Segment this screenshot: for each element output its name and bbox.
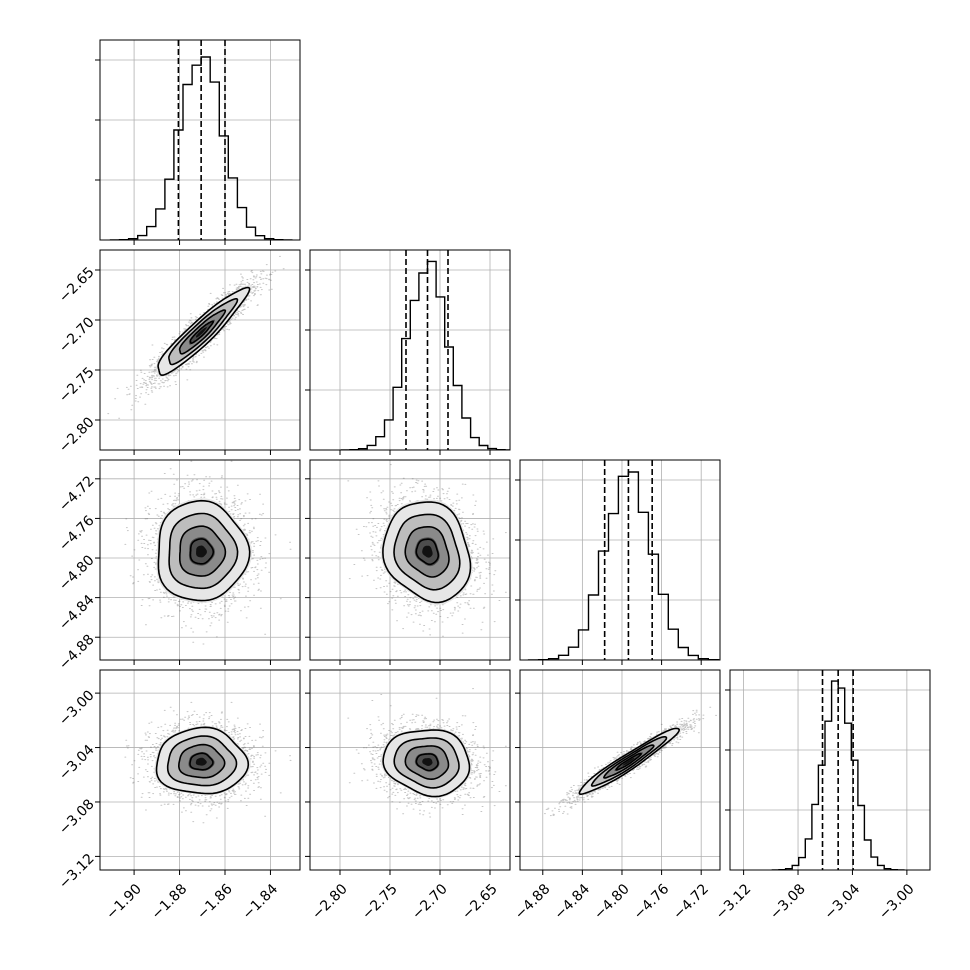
panel-frame — [309, 459, 511, 661]
y-tick-label: −3.08 — [56, 796, 98, 838]
x-tick-label: −2.65 — [459, 881, 501, 923]
contour-line — [382, 501, 472, 604]
histogram-1 — [340, 260, 510, 450]
scatter-panel-3-2 — [519, 669, 721, 871]
scatter-panel-1-0 — [99, 249, 301, 451]
x-axis-param-0: −1.90 −1.88 −1.86 −1.84 — [103, 870, 281, 923]
contour-line — [168, 298, 239, 366]
y-tick-label: −2.70 — [56, 314, 98, 356]
panel-frame — [99, 249, 301, 451]
x-tick-label: −4.72 — [670, 881, 712, 923]
contour-line — [157, 286, 251, 377]
contour-line — [393, 513, 461, 591]
y-tick-label: −4.76 — [56, 513, 98, 555]
y-tick-label: −4.72 — [56, 473, 98, 515]
y-tick-label: −2.75 — [56, 364, 98, 406]
contour-line — [166, 735, 238, 787]
contour-line — [177, 743, 226, 779]
density-fill — [422, 545, 433, 558]
hist-panel-1 — [305, 249, 511, 451]
panel-frame — [99, 669, 301, 871]
scatter-panel-3-1 — [309, 669, 511, 871]
y-tick-label: −4.80 — [56, 552, 98, 594]
y-axis-param-2: −4.88−4.84−4.80−4.76−4.72 — [56, 473, 100, 673]
density-fill — [195, 757, 207, 766]
contour-line — [578, 727, 681, 796]
x-axis-param-0 — [133, 660, 271, 665]
x-tick-label: −3.04 — [822, 881, 864, 923]
contour-line — [189, 320, 214, 345]
contour-line — [189, 752, 214, 771]
x-tick-label: −4.88 — [512, 881, 554, 923]
x-tick-label: −4.76 — [631, 881, 673, 923]
x-axis-param-1: −2.80 −2.75 −2.70 −2.65 — [309, 870, 501, 923]
x-axis-param-2: −4.88−4.84−4.80−4.76−4.72 — [512, 870, 712, 923]
contour-line — [590, 736, 668, 787]
y-axis-param-2 — [305, 478, 310, 638]
x-tick-label: −2.70 — [409, 881, 451, 923]
contour-line — [157, 499, 251, 602]
contour-line — [168, 512, 239, 590]
contour-line — [615, 752, 642, 771]
panel-frame — [99, 459, 301, 661]
contour-line — [178, 309, 227, 355]
x-tick-label: −1.88 — [149, 881, 191, 923]
x-tick-label: −3.00 — [876, 881, 918, 923]
x-axis-param-0 — [133, 240, 271, 245]
panel-frame — [519, 459, 721, 661]
contour-line — [404, 745, 450, 781]
y-tick-label: −3.00 — [56, 687, 98, 729]
y-axis-param-1: −2.80 −2.75 −2.70 −2.65 — [56, 264, 100, 456]
x-tick-label: −1.86 — [194, 881, 236, 923]
density-fill — [422, 758, 433, 766]
density-fill — [622, 757, 635, 766]
x-tick-label: −3.08 — [767, 881, 809, 923]
scatter-panel-3-0 — [99, 669, 301, 871]
x-tick-label: −4.84 — [552, 881, 594, 923]
y-tick-label: −3.04 — [56, 742, 98, 784]
x-tick-label: −2.80 — [309, 881, 351, 923]
x-tick-label: −1.90 — [103, 881, 145, 923]
contour-line — [179, 525, 227, 577]
contour-line — [415, 753, 439, 772]
scatter-panel-2-0 — [99, 459, 301, 661]
panel-frame — [519, 669, 721, 871]
y-tick-label: −4.88 — [56, 632, 98, 674]
x-axis-param-1 — [339, 660, 491, 665]
contour-line — [382, 729, 471, 798]
y-tick-label: −2.65 — [56, 264, 98, 306]
density-fill — [196, 545, 207, 558]
x-tick-label: −4.80 — [591, 881, 633, 923]
y-tick-label: −2.80 — [56, 414, 98, 456]
x-axis-param-0 — [133, 450, 271, 455]
x-axis-param-1 — [339, 450, 491, 455]
contour-line — [393, 737, 460, 789]
x-tick-label: −1.84 — [240, 881, 282, 923]
panel-frame — [729, 669, 931, 871]
x-axis-param-2 — [542, 660, 702, 665]
scatter-panel-2-1 — [309, 459, 511, 661]
y-axis-param-3 — [305, 692, 310, 857]
panel-frame — [309, 249, 511, 451]
x-tick-label: −3.12 — [713, 881, 755, 923]
contour-line — [404, 526, 450, 578]
x-tick-label: −2.75 — [359, 881, 401, 923]
contour-line — [603, 744, 655, 779]
density-fill — [196, 327, 207, 338]
contour-line — [189, 538, 215, 565]
y-tick-label: −3.12 — [56, 851, 98, 893]
contour-line — [415, 538, 440, 566]
contour-line — [155, 726, 250, 795]
x-axis-param-3: −3.12 −3.08 −3.04 −3.00 — [713, 870, 918, 923]
panel-frame — [99, 39, 301, 241]
y-axis-param-3: −3.12 −3.08 −3.04 −3.00 — [56, 687, 100, 892]
hist-panel-2 — [515, 459, 721, 661]
hist-panel-0 — [95, 39, 301, 241]
panel-frame — [309, 669, 511, 871]
y-axis-param-3 — [515, 692, 520, 857]
hist-panel-3 — [725, 669, 931, 871]
y-tick-label: −4.84 — [56, 592, 98, 634]
